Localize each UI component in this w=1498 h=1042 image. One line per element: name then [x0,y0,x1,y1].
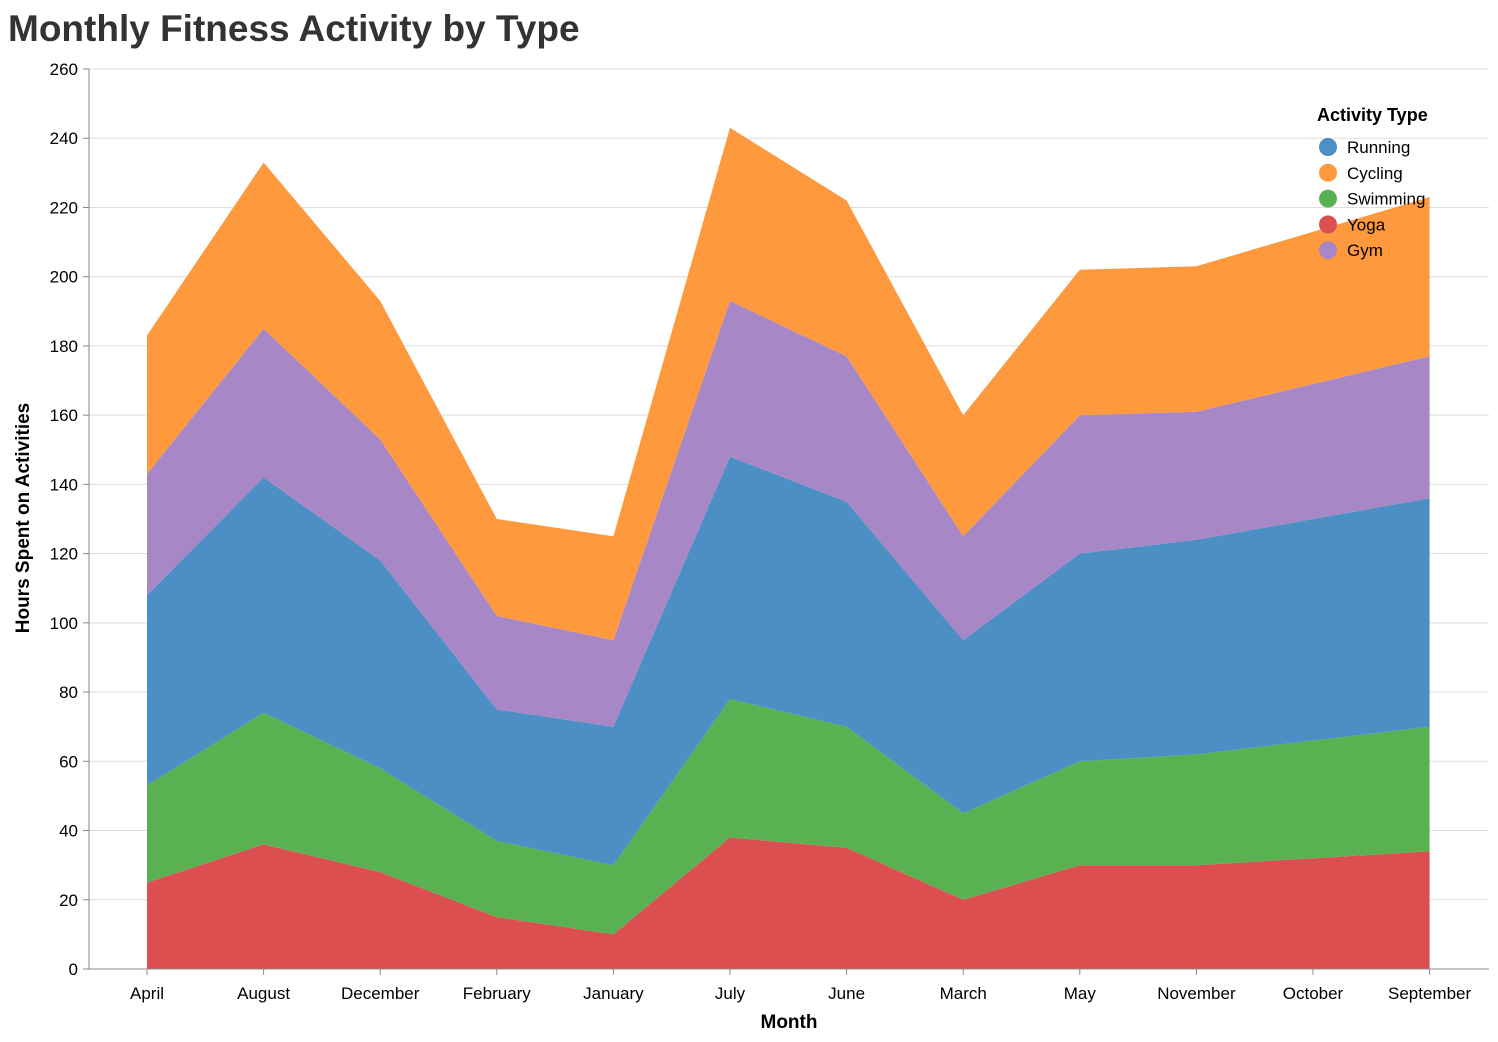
y-tick-label: 80 [59,683,78,702]
y-axis-title: Hours Spent on Activities [13,403,34,634]
x-tick-label: July [715,984,746,1003]
x-tick-label: February [463,984,532,1003]
legend-label: Yoga [1347,215,1386,234]
x-tick-label: November [1157,984,1236,1003]
x-tick-label: March [940,984,987,1003]
chart-title: Monthly Fitness Activity by Type [8,8,580,49]
legend-label: Swimming [1347,190,1425,209]
legend-swatch [1319,163,1337,182]
x-tick-label: October [1283,984,1344,1003]
x-tick-label: January [583,984,644,1003]
axes: 0 20 40 60 80 100 120 140 160 180 200 220 240 260 Apri… [50,60,1489,1003]
y-tick-label: 60 [59,752,78,771]
legend-label: Cycling [1347,164,1403,183]
x-tick-label: December [341,984,420,1003]
y-tick-label: 40 [59,822,78,841]
area-yoga [147,837,1430,969]
y-tick-label: 160 [50,406,78,425]
x-axis-title: Month [761,1012,818,1033]
y-tick-label: 0 [69,960,78,979]
legend-label: Running [1347,138,1410,157]
legend-swatch [1319,215,1337,234]
legend-swatch [1319,189,1337,208]
area-cycling [147,127,1430,641]
x-tick-label: April [130,984,164,1003]
x-tick-label: May [1064,984,1097,1003]
y-tick-label: 200 [50,268,78,287]
y-tick-label: 100 [50,614,78,633]
y-tick-label: 220 [50,198,78,217]
stacked-areas [147,127,1430,969]
x-tick-label: June [828,984,865,1003]
y-tick-label: 120 [50,545,78,564]
legend: Activity Type Running Cycling Swimming Yoga… [1317,105,1428,260]
y-tick-label: 240 [50,129,78,148]
area-swimming [147,699,1430,935]
legend-label: Gym [1347,241,1383,260]
legend-title: Activity Type [1317,105,1428,125]
y-tick-label: 140 [50,475,78,494]
area-gym [147,300,1430,727]
area-running [147,456,1430,866]
x-tick-label: August [237,984,290,1003]
x-tick-label: September [1388,984,1471,1003]
y-tick-label: 260 [50,60,78,79]
legend-swatch [1319,138,1337,156]
y-tick-label: 20 [59,891,78,910]
y-tick-label: 180 [50,337,78,356]
legend-swatch [1319,241,1337,260]
